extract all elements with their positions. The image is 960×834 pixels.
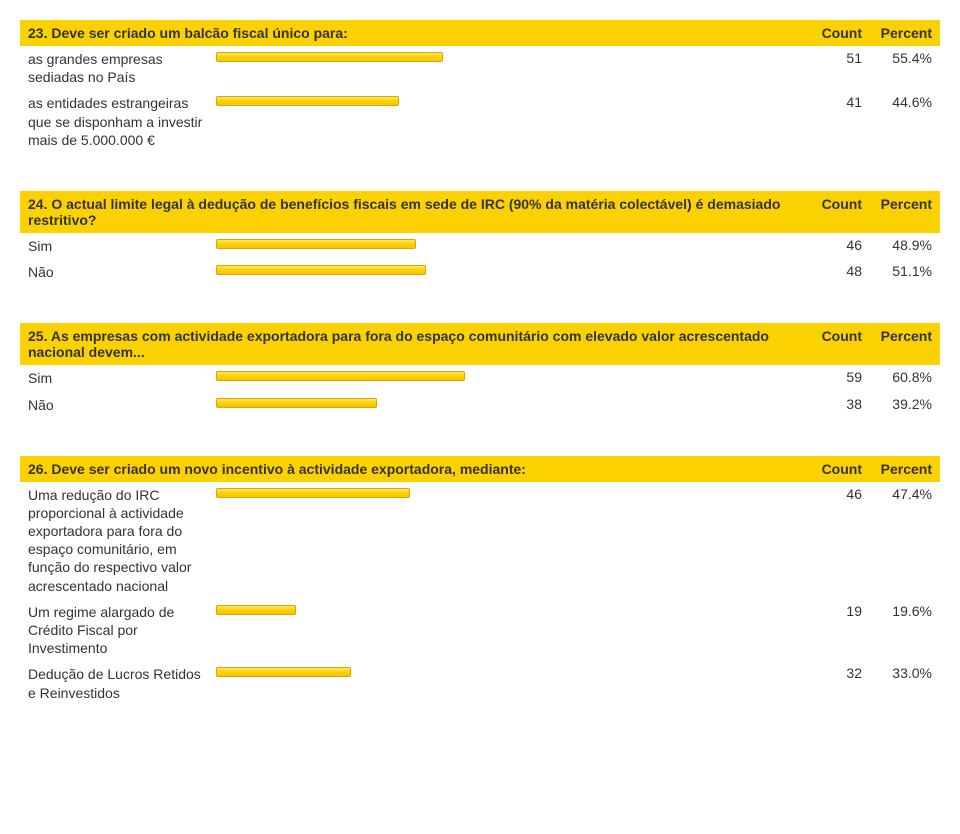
bar-track — [216, 603, 792, 615]
bar-fill — [216, 52, 443, 62]
bar-fill — [216, 667, 351, 677]
count-header: Count — [792, 328, 862, 344]
answer-count: 32 — [792, 665, 862, 681]
count-header: Count — [792, 25, 862, 41]
answer-percent: 19.6% — [862, 603, 932, 619]
answer-row: Uma redução do IRC proporcional à activi… — [20, 482, 940, 599]
answer-row: Um regime alargado de Crédito Fiscal por… — [20, 599, 940, 662]
answer-label: as grandes empresas sediadas no País — [28, 50, 216, 86]
answer-count: 48 — [792, 263, 862, 279]
answer-label: Dedução de Lucros Retidos e Reinvestidos — [28, 665, 216, 701]
answer-row: as grandes empresas sediadas no País 5155… — [20, 46, 940, 90]
answer-row: as entidades estrangeiras que se disponh… — [20, 90, 940, 153]
answer-count: 51 — [792, 50, 862, 66]
answer-percent: 44.6% — [862, 94, 932, 110]
bar-track — [216, 94, 792, 106]
count-header: Count — [792, 461, 862, 477]
answer-count: 46 — [792, 237, 862, 253]
answer-percent: 55.4% — [862, 50, 932, 66]
answer-label: Não — [28, 396, 216, 414]
bar-fill — [216, 239, 416, 249]
question-title: 23. Deve ser criado um balcão fiscal úni… — [28, 25, 792, 41]
bar-fill — [216, 605, 296, 615]
answer-label: Sim — [28, 369, 216, 387]
answer-percent: 48.9% — [862, 237, 932, 253]
question-block: 24. O actual limite legal à dedução de b… — [20, 191, 940, 285]
bar-fill — [216, 265, 426, 275]
answer-row: Não 4851.1% — [20, 259, 940, 285]
percent-header: Percent — [862, 328, 932, 344]
answer-percent: 33.0% — [862, 665, 932, 681]
bar-fill — [216, 398, 377, 408]
question-header: 26. Deve ser criado um novo incentivo à … — [20, 456, 940, 482]
bar-track — [216, 263, 792, 275]
percent-header: Percent — [862, 25, 932, 41]
answer-percent: 51.1% — [862, 263, 932, 279]
percent-header: Percent — [862, 196, 932, 212]
bar-track — [216, 396, 792, 408]
answer-row: Dedução de Lucros Retidos e Reinvestidos… — [20, 661, 940, 705]
answer-percent: 60.8% — [862, 369, 932, 385]
percent-header: Percent — [862, 461, 932, 477]
answer-label: Sim — [28, 237, 216, 255]
answer-row: Sim 4648.9% — [20, 233, 940, 259]
answer-count: 46 — [792, 486, 862, 502]
answer-label: Um regime alargado de Crédito Fiscal por… — [28, 603, 216, 658]
answer-label: Uma redução do IRC proporcional à activi… — [28, 486, 216, 595]
bar-fill — [216, 371, 465, 381]
question-block: 25. As empresas com actividade exportado… — [20, 323, 940, 417]
answer-label: as entidades estrangeiras que se disponh… — [28, 94, 216, 149]
bar-fill — [216, 488, 410, 498]
answer-row: Não 3839.2% — [20, 392, 940, 418]
question-title: 25. As empresas com actividade exportado… — [28, 328, 792, 360]
bar-track — [216, 486, 792, 498]
count-header: Count — [792, 196, 862, 212]
question-block: 26. Deve ser criado um novo incentivo à … — [20, 456, 940, 706]
survey-results: 23. Deve ser criado um balcão fiscal úni… — [20, 20, 940, 706]
answer-count: 19 — [792, 603, 862, 619]
bar-track — [216, 665, 792, 677]
bar-track — [216, 369, 792, 381]
answer-percent: 39.2% — [862, 396, 932, 412]
bar-track — [216, 50, 792, 62]
answer-label: Não — [28, 263, 216, 281]
question-title: 24. O actual limite legal à dedução de b… — [28, 196, 792, 228]
question-block: 23. Deve ser criado um balcão fiscal úni… — [20, 20, 940, 153]
question-header: 23. Deve ser criado um balcão fiscal úni… — [20, 20, 940, 46]
question-header: 24. O actual limite legal à dedução de b… — [20, 191, 940, 233]
answer-count: 38 — [792, 396, 862, 412]
question-header: 25. As empresas com actividade exportado… — [20, 323, 940, 365]
bar-track — [216, 237, 792, 249]
answer-row: Sim 5960.8% — [20, 365, 940, 391]
answer-count: 41 — [792, 94, 862, 110]
answer-count: 59 — [792, 369, 862, 385]
bar-fill — [216, 96, 399, 106]
answer-percent: 47.4% — [862, 486, 932, 502]
question-title: 26. Deve ser criado um novo incentivo à … — [28, 461, 792, 477]
